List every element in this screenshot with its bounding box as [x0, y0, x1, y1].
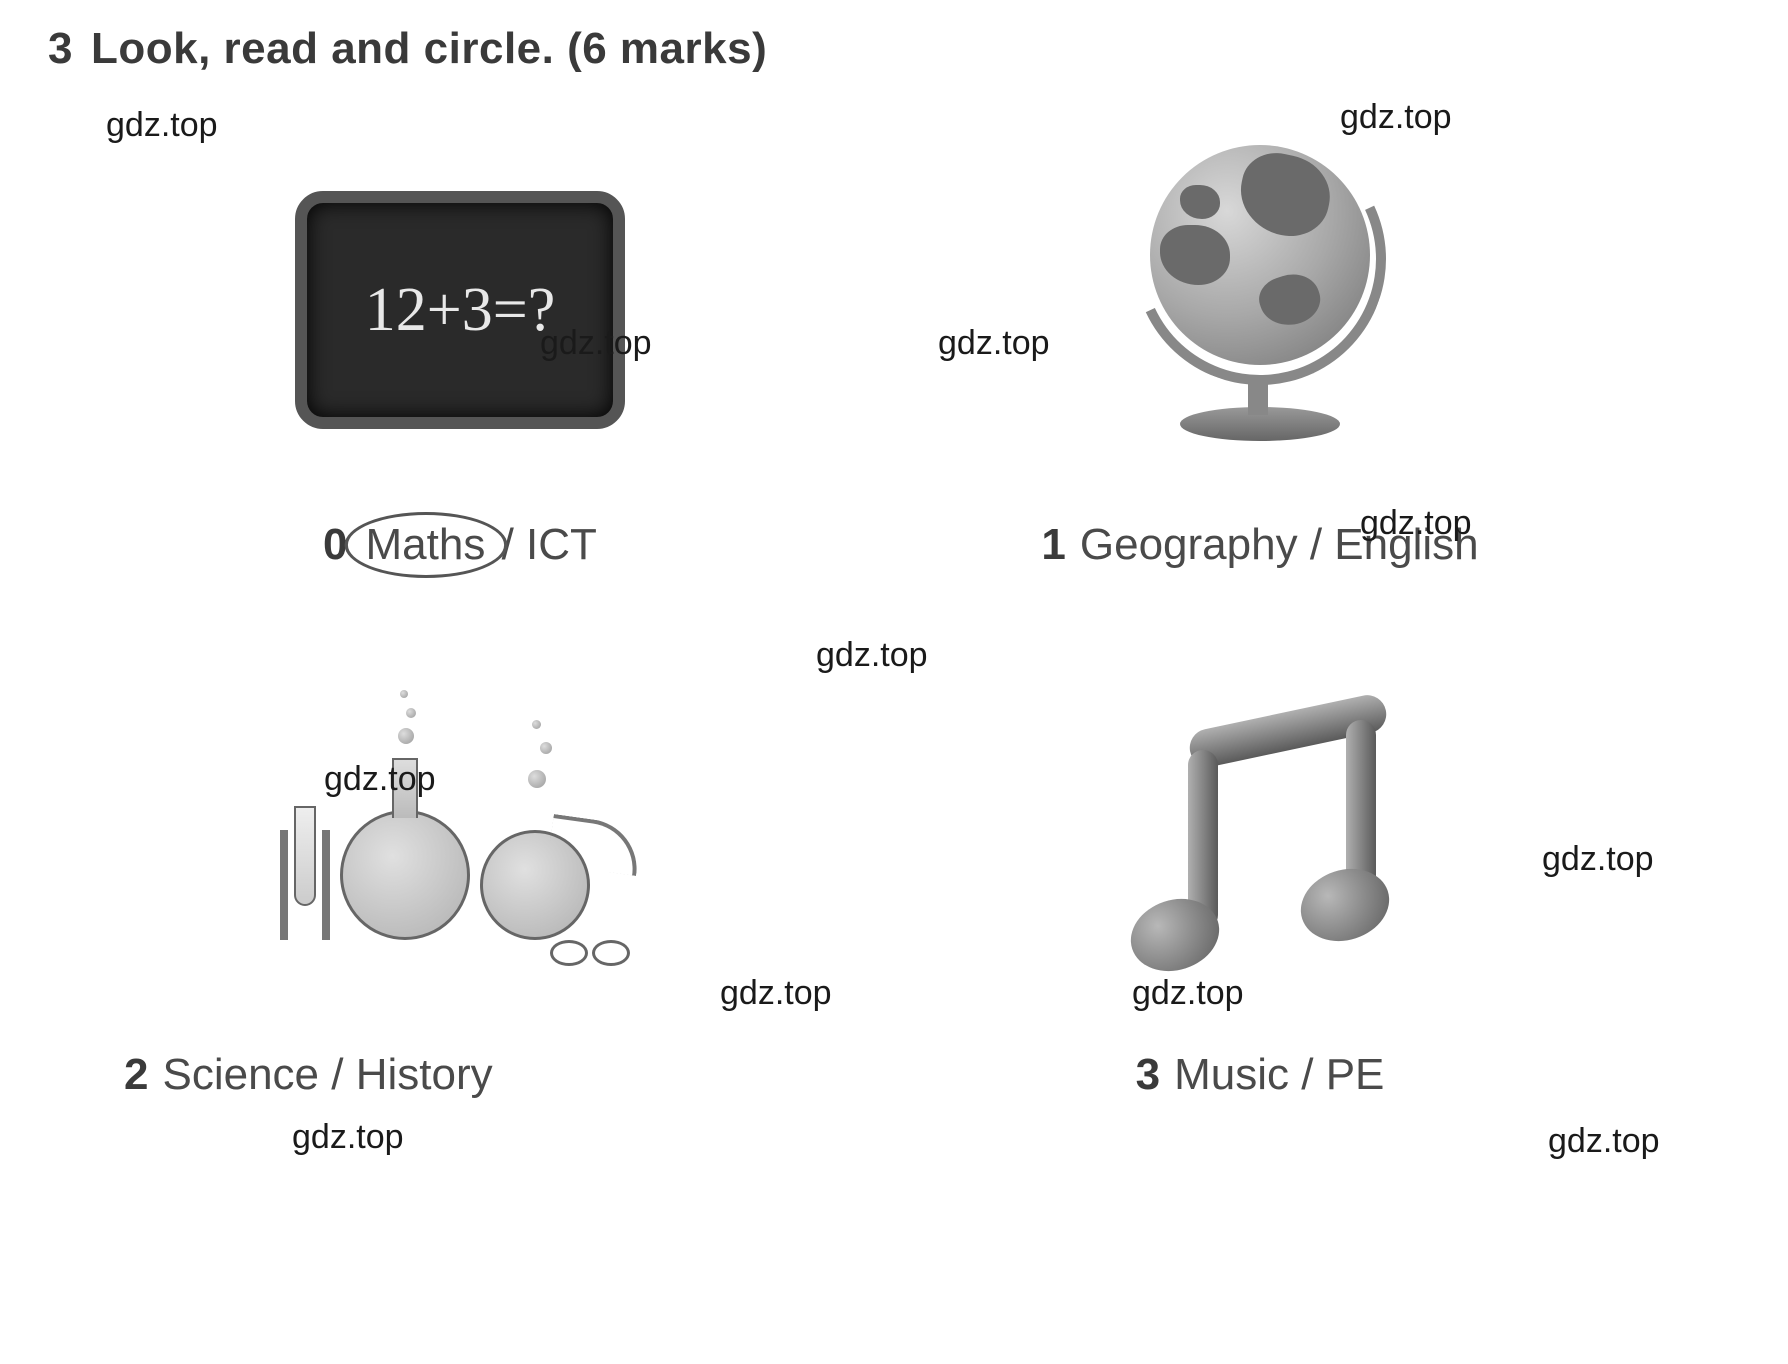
globe-continent: [1160, 225, 1230, 285]
item-3-caption: 3 Music / PE: [880, 1050, 1640, 1100]
item-0-option-b[interactable]: ICT: [526, 520, 597, 569]
item-3-separator: /: [1289, 1050, 1326, 1099]
item-3-option-b[interactable]: PE: [1326, 1050, 1385, 1099]
item-0-option-a[interactable]: Maths: [362, 520, 490, 570]
item-1-option-b[interactable]: English: [1334, 520, 1478, 569]
item-2: 2 Science / History: [80, 650, 840, 1140]
chemistry-icon: [250, 670, 670, 990]
item-1-image: [880, 120, 1640, 480]
bubble: [406, 708, 416, 718]
item-1: 1 Geography / English: [880, 120, 1640, 610]
item-3-number: 3: [1136, 1050, 1160, 1099]
note-head: [1291, 858, 1398, 952]
globe-icon: [1110, 145, 1410, 465]
item-2-image: [80, 650, 840, 1010]
item-0-caption: 0Maths / ICT: [80, 520, 840, 570]
exercise-instruction: Look, read and circle. (6 marks): [91, 24, 767, 73]
item-2-number: 2: [124, 1050, 148, 1099]
exercise-header: 3 Look, read and circle. (6 marks): [48, 24, 767, 74]
globe-continent: [1254, 267, 1327, 333]
item-1-caption: 1 Geography / English: [880, 520, 1640, 570]
globe-ball: [1150, 145, 1370, 365]
item-1-option-a[interactable]: Geography: [1080, 520, 1298, 569]
item-3: 3 Music / PE: [880, 650, 1640, 1140]
item-3-option-a[interactable]: Music: [1174, 1050, 1289, 1099]
item-0: 12+3=? 0Maths / ICT: [80, 120, 840, 610]
round-flask: [340, 810, 470, 940]
item-0-image: 12+3=?: [80, 120, 840, 480]
glasses-icon: [550, 940, 630, 964]
bubble: [398, 728, 414, 744]
globe-continent: [1180, 185, 1220, 219]
music-note-icon: [1130, 700, 1390, 980]
bubble: [528, 770, 546, 788]
item-2-caption: 2 Science / History: [24, 1050, 784, 1100]
chalkboard-text: 12+3=?: [365, 275, 555, 346]
item-3-image: [880, 650, 1640, 1010]
bubble: [540, 742, 552, 754]
bubble: [400, 690, 408, 698]
items-grid: 12+3=? 0Maths / ICT 1Geography / Engli: [80, 120, 1720, 1340]
item-1-separator: /: [1298, 520, 1335, 569]
item-2-separator: /: [319, 1050, 356, 1099]
bubble: [532, 720, 541, 729]
exercise-number: 3: [48, 24, 73, 74]
flask-neck: [392, 758, 418, 818]
item-1-number: 1: [1041, 520, 1065, 569]
test-tube-stand: [280, 820, 330, 940]
chalkboard-icon: 12+3=?: [295, 191, 625, 429]
item-2-option-a[interactable]: Science: [162, 1050, 319, 1099]
item-2-option-b[interactable]: History: [356, 1050, 493, 1099]
